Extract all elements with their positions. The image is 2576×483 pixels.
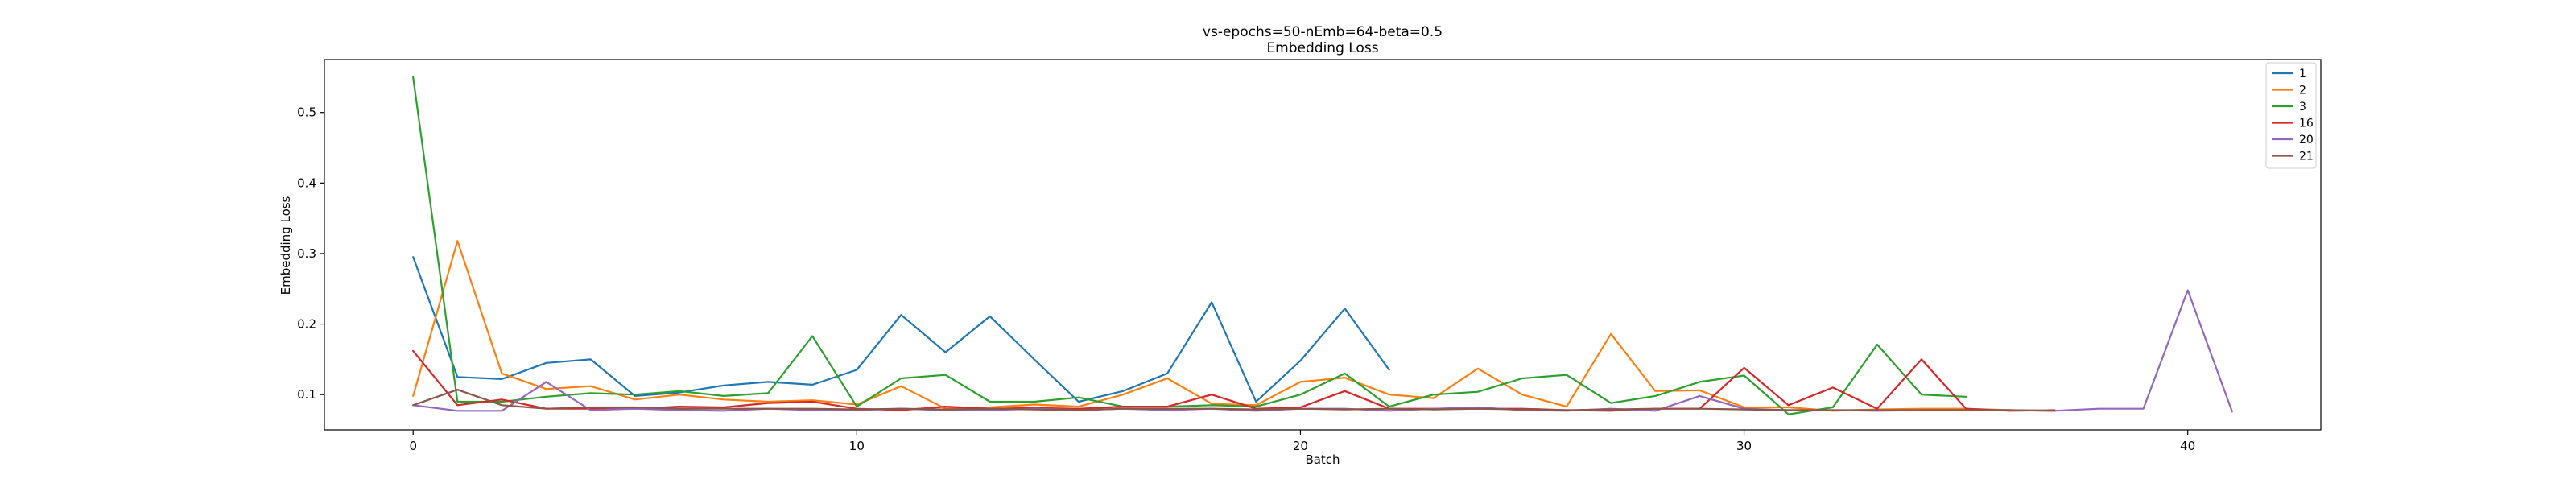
legend-label-20: 20	[2299, 134, 2314, 147]
axes-frame	[324, 59, 2322, 431]
legend-label-1: 1	[2299, 68, 2306, 80]
series-line-3	[412, 76, 1967, 415]
series-line-21	[412, 389, 2056, 412]
series-line-2	[412, 240, 2012, 412]
legend-label-3: 3	[2299, 101, 2306, 114]
x-tick-label: 40	[2180, 439, 2195, 453]
series-line-16	[412, 349, 2056, 412]
plot-area: 0 10 20 30 40 0.1 0.2 0.3 0.4 0.5 1 2 3 16 20 21	[297, 59, 2322, 453]
legend-label-2: 2	[2299, 85, 2306, 97]
y-tick-label: 0.1	[297, 387, 316, 402]
y-tick-label: 0.2	[297, 317, 316, 332]
y-tick-label: 0.5	[297, 105, 316, 120]
y-tick-label: 0.3	[297, 246, 316, 261]
series-line-1	[412, 256, 1390, 403]
legend-label-21: 21	[2299, 151, 2314, 163]
y-tick-label: 0.4	[297, 175, 316, 190]
y-axis-label: Embedding Loss	[279, 196, 293, 295]
x-tick-label: 10	[849, 439, 865, 453]
x-tick-label: 0	[409, 439, 417, 453]
legend-label-16: 16	[2299, 118, 2314, 130]
x-axis-label: Batch	[1305, 452, 1340, 467]
x-tick-label: 30	[1736, 439, 1752, 453]
x-tick-label: 20	[1293, 439, 1308, 453]
chart-title: vs-epochs=50-nEmb=64-beta=0.5	[1203, 24, 1443, 40]
chart-subtitle: Embedding Loss	[1266, 40, 1378, 56]
